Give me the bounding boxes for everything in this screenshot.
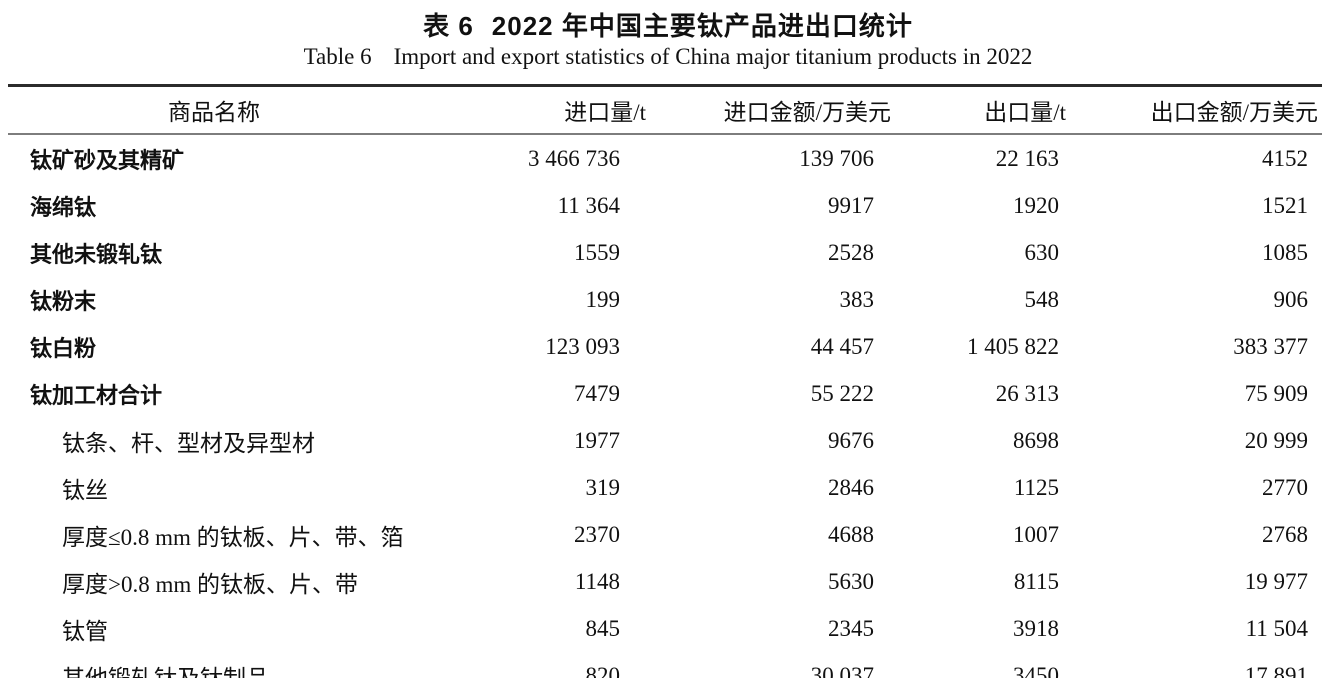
export-value-cell: 906 xyxy=(1273,286,1309,312)
import-value-cell: 9676 xyxy=(828,427,874,453)
table-title-chinese: 表 6 2022 年中国主要钛产品进出口统计 xyxy=(0,6,1336,43)
export-value-cell: 2768 xyxy=(1262,521,1308,547)
product-name-cell: 其他未锻轧钛 xyxy=(30,241,163,267)
import-qty-cell: 123 093 xyxy=(545,333,620,359)
import-value-cell: 5630 xyxy=(828,568,874,594)
product-name-cell: 钛加工材合计 xyxy=(30,382,163,408)
import-qty-cell: 7479 xyxy=(574,380,620,406)
table-header: 商品名称 进口量/t 进口金额/万美元 出口量/t 出口金额/万美元 xyxy=(8,85,1322,135)
product-name-cell: 厚度>0.8 mm 的钛板、片、带 xyxy=(62,571,359,597)
export-qty-cell: 1007 xyxy=(1013,521,1059,547)
export-value-cell: 75 909 xyxy=(1244,380,1308,406)
import-qty-cell: 1148 xyxy=(574,568,620,594)
product-name-cell: 钛丝 xyxy=(62,477,108,503)
export-qty-cell: 8115 xyxy=(1013,568,1059,594)
table-row: 钛管 845 2345 3918 11 504 xyxy=(8,605,1322,652)
export-value-cell: 17 891 xyxy=(1244,662,1308,678)
table-title-zh-text: 2022 年中国主要钛产品进出口统计 xyxy=(491,11,913,41)
export-qty-cell: 1125 xyxy=(1013,474,1059,500)
export-qty-cell: 1 405 822 xyxy=(967,333,1059,359)
import-value-cell: 383 xyxy=(839,286,875,312)
import-value-cell: 4688 xyxy=(828,521,874,547)
product-name-cell: 钛矿砂及其精矿 xyxy=(30,147,185,173)
table-row: 钛粉末 199 383 548 906 xyxy=(8,276,1322,323)
export-qty-cell: 548 xyxy=(1024,286,1060,312)
export-qty-cell: 22 163 xyxy=(995,145,1059,171)
table-row: 其他锻轧钛及钛制品 820 30 037 3450 17 891 xyxy=(8,652,1322,678)
import-value-cell: 2528 xyxy=(828,239,874,265)
header-row: 商品名称 进口量/t 进口金额/万美元 出口量/t 出口金额/万美元 xyxy=(8,85,1322,135)
import-qty-cell: 820 xyxy=(585,662,621,678)
import-value-cell: 139 706 xyxy=(799,145,874,171)
product-name-cell: 钛白粉 xyxy=(30,335,97,361)
column-header-import-value: 进口金额/万美元 xyxy=(650,85,895,135)
table-number-en: Table 6 xyxy=(303,44,372,69)
export-qty-cell: 1920 xyxy=(1013,192,1059,218)
table-row: 钛加工材合计 7479 55 222 26 313 75 909 xyxy=(8,370,1322,417)
import-qty-cell: 845 xyxy=(585,615,621,641)
table-row: 钛白粉 123 093 44 457 1 405 822 383 377 xyxy=(8,323,1322,370)
product-name-cell: 钛粉末 xyxy=(30,288,97,314)
export-value-cell: 19 977 xyxy=(1244,568,1308,594)
import-qty-cell: 199 xyxy=(585,286,621,312)
import-value-cell: 55 222 xyxy=(810,380,874,406)
export-value-cell: 1085 xyxy=(1262,239,1308,265)
product-name-cell: 钛条、杆、型材及异型材 xyxy=(62,430,315,456)
import-qty-cell: 11 364 xyxy=(557,192,620,218)
product-name-cell: 其他锻轧钛及钛制品 xyxy=(62,665,269,678)
import-export-statistics-table: 商品名称 进口量/t 进口金额/万美元 出口量/t 出口金额/万美元 钛矿砂及其… xyxy=(8,84,1322,678)
export-value-cell: 2770 xyxy=(1262,474,1308,500)
table-title-english: Table 6 Import and export statistics of C… xyxy=(0,44,1336,70)
product-name-cell: 厚度≤0.8 mm 的钛板、片、带、箔 xyxy=(62,524,404,550)
import-value-cell: 2345 xyxy=(828,615,874,641)
table-row: 厚度≤0.8 mm 的钛板、片、带、箔 2370 4688 1007 2768 xyxy=(8,511,1322,558)
import-value-cell: 9917 xyxy=(828,192,874,218)
export-qty-cell: 630 xyxy=(1024,239,1060,265)
column-header-product-name: 商品名称 xyxy=(8,85,420,135)
table-row: 钛矿砂及其精矿 3 466 736 139 706 22 163 4152 xyxy=(8,134,1322,182)
export-value-cell: 383 377 xyxy=(1233,333,1308,359)
import-value-cell: 30 037 xyxy=(810,662,874,678)
export-value-cell: 11 504 xyxy=(1245,615,1308,641)
table-title-en-text: Import and export statistics of China ma… xyxy=(393,44,1033,69)
import-qty-cell: 1977 xyxy=(574,427,620,453)
export-qty-cell: 3918 xyxy=(1013,615,1059,641)
table-row: 其他未锻轧钛 1559 2528 630 1085 xyxy=(8,229,1322,276)
column-header-export-value: 出口金额/万美元 xyxy=(1070,85,1322,135)
table-row: 海绵钛 11 364 9917 1920 1521 xyxy=(8,182,1322,229)
import-value-cell: 44 457 xyxy=(810,333,874,359)
import-qty-cell: 2370 xyxy=(574,521,620,547)
export-qty-cell: 26 313 xyxy=(995,380,1059,406)
table-row: 钛条、杆、型材及异型材 1977 9676 8698 20 999 xyxy=(8,417,1322,464)
table-row: 钛丝 319 2846 1125 2770 xyxy=(8,464,1322,511)
product-name-cell: 钛管 xyxy=(62,618,108,644)
table-row: 厚度>0.8 mm 的钛板、片、带 1148 5630 8115 19 977 xyxy=(8,558,1322,605)
import-qty-cell: 3 466 736 xyxy=(528,145,620,171)
column-header-export-quantity: 出口量/t xyxy=(895,85,1070,135)
product-name-cell: 海绵钛 xyxy=(30,194,97,220)
table-number-zh: 表 6 xyxy=(423,11,474,41)
import-value-cell: 2846 xyxy=(828,474,874,500)
import-qty-cell: 319 xyxy=(585,474,621,500)
export-qty-cell: 8698 xyxy=(1013,427,1059,453)
export-value-cell: 4152 xyxy=(1262,145,1308,171)
column-header-import-quantity: 进口量/t xyxy=(420,85,650,135)
import-qty-cell: 1559 xyxy=(574,239,620,265)
export-value-cell: 1521 xyxy=(1262,192,1308,218)
export-value-cell: 20 999 xyxy=(1244,427,1308,453)
export-qty-cell: 3450 xyxy=(1013,662,1059,678)
table-body: 钛矿砂及其精矿 3 466 736 139 706 22 163 4152 海绵… xyxy=(8,134,1322,678)
